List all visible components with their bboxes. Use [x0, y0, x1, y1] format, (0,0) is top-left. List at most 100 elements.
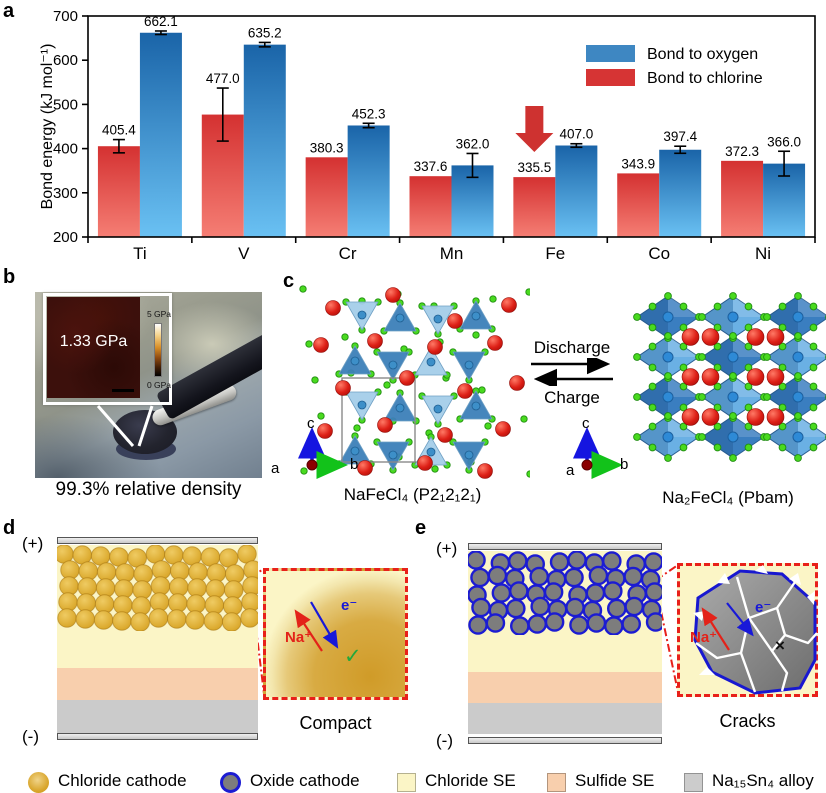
value-label-Ti-chlorine: 405.4 [102, 123, 136, 138]
panel-a-label: a [3, 0, 15, 22]
value-label-Ni-chlorine: 372.3 [725, 144, 759, 159]
chloride-se-swatch [397, 773, 416, 792]
negative-electrode-label-d: (-) [22, 727, 39, 746]
scale-bar [112, 388, 134, 392]
value-label-Mn-oxygen: 362.0 [456, 136, 490, 151]
na2fecl4-structure [633, 292, 826, 462]
discharge-charge-arrows [531, 358, 613, 386]
bar-Co-oxygen [659, 149, 702, 237]
alloy-swatch [684, 773, 703, 792]
colorbar-max-label: 5 GPa [146, 309, 172, 319]
compact-inset-arrows [294, 601, 339, 652]
bar-Ti-chlorine [97, 146, 140, 237]
value-label-Co-chlorine: 343.9 [621, 156, 655, 171]
axis-c-label-left: c [307, 415, 315, 432]
legend-oxide-cathode: Oxide cathode [250, 771, 360, 790]
y-tick-label-600: 600 [53, 52, 78, 69]
y-axis-label: Bond energy (kJ mol⁻¹) [39, 44, 56, 210]
value-label-V-chlorine: 477.0 [206, 71, 240, 86]
fe-highlight-arrow [515, 106, 554, 152]
error-bar-V-chlorine [216, 87, 229, 142]
value-label-V-oxygen: 635.2 [248, 25, 282, 40]
charge-label: Charge [544, 388, 600, 407]
positive-electrode-label-d: (+) [22, 534, 44, 553]
sulfide-se-layer-d [57, 668, 258, 700]
value-label-Cr-oxygen: 452.3 [352, 106, 386, 121]
bar-Cr-chlorine [305, 157, 348, 237]
check-mark-d: ✓ [344, 645, 362, 668]
sulfide-se-layer-e [468, 672, 662, 703]
error-bar-Cr-oxygen [362, 122, 375, 129]
panel-e-label: e [415, 517, 427, 539]
bond-energy-chart: 405.4 662.1 Ti 477.0 635.2 V 380.3 452.3 Cr 337.6… [39, 8, 816, 263]
y-tick-label-500: 500 [53, 96, 78, 113]
bar-V-oxygen [243, 44, 286, 237]
sodium-ion-label-d: Na⁺ [285, 629, 313, 646]
value-label-Fe-oxygen: 407.0 [559, 127, 593, 142]
y-tick-label-200: 200 [53, 229, 78, 246]
modulus-colorbar [154, 323, 162, 377]
nafecl4-structure [299, 285, 530, 479]
cross-mark-e: × [775, 636, 785, 655]
panel-c-label: c [283, 270, 295, 292]
fecl4-tetrahedra [338, 300, 493, 471]
electron-label-e: e⁻ [755, 599, 772, 616]
value-label-Ti-oxygen: 662.1 [144, 14, 178, 29]
y-tick-label-700: 700 [53, 8, 78, 25]
cracks-caption: Cracks [719, 711, 776, 731]
discharge-label: Discharge [533, 338, 611, 357]
sodium-atoms-right [681, 328, 785, 426]
unit-cell-outline [341, 377, 416, 463]
bar-Ti-oxygen [139, 32, 182, 237]
bar-Mn-chlorine [409, 176, 452, 237]
x-tick-label-Fe: Fe [545, 244, 565, 263]
bar-Fe-chlorine [513, 177, 556, 237]
error-bar-V-oxygen [258, 41, 271, 48]
legend-chloride-se: Chloride SE [425, 771, 516, 790]
sodium-atoms [313, 287, 525, 479]
compact-caption: Compact [299, 713, 372, 733]
error-bar-Ni-oxygen [778, 150, 791, 177]
alloy-layer-e [468, 703, 662, 734]
na2fecl4-formula: Na₂FeCl₄ (Pbam) [662, 488, 794, 507]
value-label-Ni-oxygen: 366.0 [767, 134, 801, 149]
electron-label-d: e⁻ [341, 597, 358, 614]
x-tick-label-Cr: Cr [339, 244, 357, 263]
error-bar-Fe-oxygen [570, 142, 583, 149]
axis-c-label-right: c [582, 415, 590, 432]
axes-gizmo-right [573, 427, 623, 479]
chloride-cathode-particles [57, 545, 258, 631]
crack-lines [695, 576, 818, 693]
plot-frame [87, 15, 816, 238]
negative-electrode-label-e: (-) [436, 731, 453, 750]
x-tick-label-Co: Co [648, 244, 670, 263]
oxide-cathode-particles [468, 551, 662, 635]
sodium-ion-label-e: Na⁺ [690, 629, 718, 646]
positive-electrode-label-e: (+) [436, 539, 458, 558]
legend-label-chlorine: Bond to chlorine [647, 70, 763, 87]
legend-label-oxygen: Bond to oxygen [647, 46, 758, 63]
axis-a-label-right: a [566, 462, 575, 479]
bottom-electrode-e [468, 737, 662, 744]
legend-chloride-cathode: Chloride cathode [58, 771, 187, 790]
modulus-value: 1.33 GPa [59, 333, 128, 350]
value-label-Fe-chlorine: 335.5 [517, 160, 551, 175]
oxide-cathode-swatch [220, 772, 241, 793]
axes-gizmo-left [298, 427, 348, 479]
cracked-particle [693, 565, 818, 695]
sulfide-se-swatch [547, 773, 566, 792]
x-tick-label-Mn: Mn [440, 244, 464, 263]
error-bar-Co-oxygen [674, 145, 687, 155]
error-bar-Ti-chlorine [112, 138, 125, 154]
legend-alloy: Na₁₅Sn₄ alloy [712, 771, 814, 790]
axis-b-label-left: b [350, 456, 359, 473]
error-bar-Ti-oxygen [154, 30, 167, 36]
afm-modulus-map: 1.33 GPa [47, 297, 140, 398]
value-label-Co-oxygen: 397.4 [663, 129, 697, 144]
y-tick-label-400: 400 [53, 141, 78, 158]
axis-b-label-right: b [620, 456, 629, 473]
panel-b-label: b [3, 266, 16, 288]
chloride-cathode-swatch [28, 772, 49, 793]
alloy-layer-d [57, 700, 258, 733]
